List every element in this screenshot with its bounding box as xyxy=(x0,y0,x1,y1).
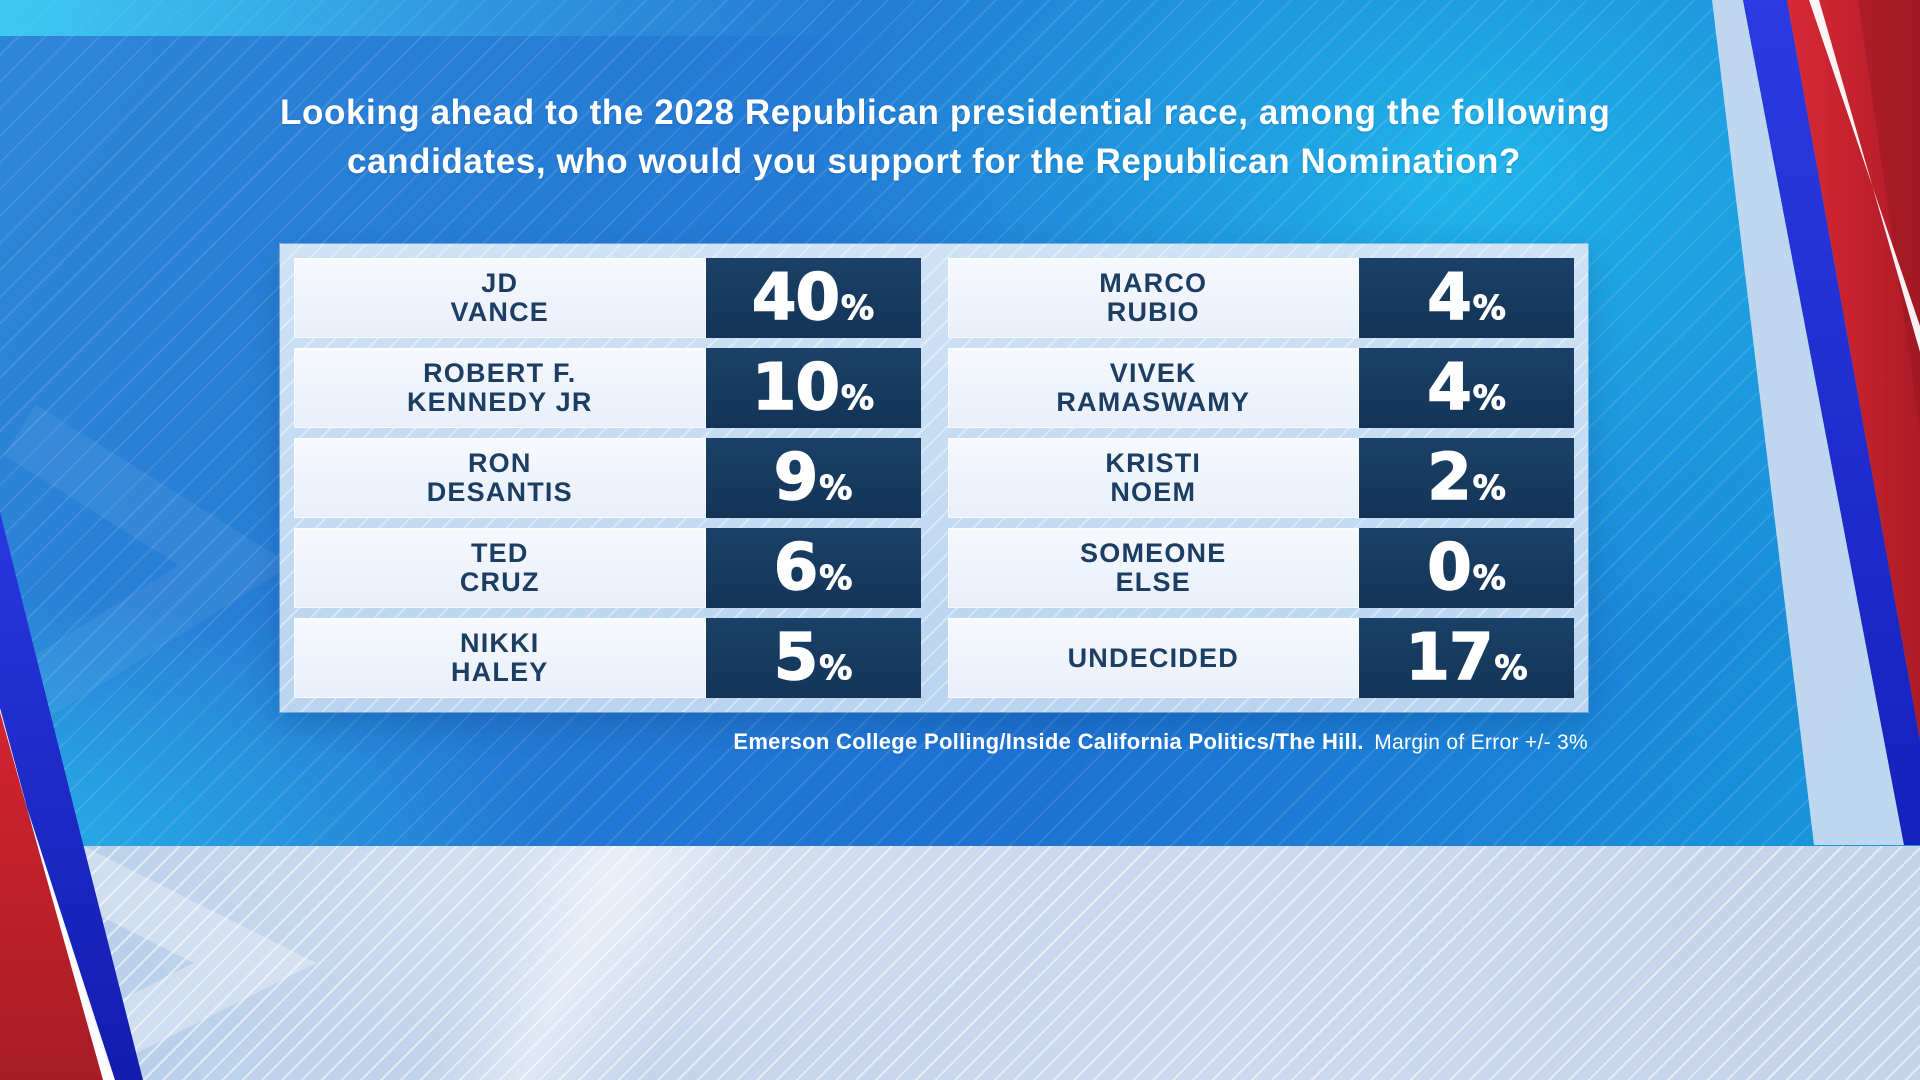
candidate-name-line1: NIKKI xyxy=(460,628,540,658)
lower-band-stripes xyxy=(0,846,1920,1080)
cyan-boundary-glow xyxy=(0,0,1100,36)
percentage-number: 0 xyxy=(1426,530,1472,606)
candidate-name-line1: TED xyxy=(470,538,529,568)
percent-sign: % xyxy=(819,558,853,598)
candidate-name-cell: RON DESANTIS xyxy=(294,438,706,518)
title-line-2: candidates, who would you support for th… xyxy=(347,142,1521,181)
poll-row-right-0: MARCO RUBIO 4% xyxy=(947,258,1574,338)
candidate-name-line1: VIVEK xyxy=(1109,358,1197,388)
percentage-number: 5 xyxy=(773,620,819,696)
candidate-name-line2: CRUZ xyxy=(459,567,540,597)
candidate-name-cell: SOMEONE ELSE xyxy=(947,528,1359,608)
candidate-percentage-cell: 0% xyxy=(1359,528,1574,608)
candidate-name-cell: KRISTI NOEM xyxy=(947,438,1359,518)
percentage-number: 40 xyxy=(751,260,841,336)
candidate-percentage-cell: 17% xyxy=(1359,618,1574,698)
candidate-percentage-cell: 4% xyxy=(1359,348,1574,428)
percent-sign: % xyxy=(1472,378,1506,418)
poll-row-right-4: UNDECIDED 17% xyxy=(947,618,1574,698)
poll-grid: JD VANCE 40% MARCO RUBIO 4% ROBERT F. KENNEDY J… xyxy=(294,258,1574,698)
candidate-name-line1: KRISTI xyxy=(1105,448,1202,478)
percentage-number: 2 xyxy=(1426,440,1472,516)
title-line-1: Looking ahead to the 2028 Republican pre… xyxy=(280,93,1611,132)
poll-row-left-1: ROBERT F. KENNEDY JR 10% xyxy=(294,348,921,428)
candidate-name-line2: NOEM xyxy=(1110,477,1197,507)
candidate-name-line1: MARCO xyxy=(1099,268,1208,298)
percentage-number: 10 xyxy=(751,350,841,426)
candidate-name-line2: VANCE xyxy=(450,297,549,327)
percent-sign: % xyxy=(1472,468,1506,508)
candidate-name-cell: MARCO RUBIO xyxy=(947,258,1359,338)
poll-row-right-2: KRISTI NOEM 2% xyxy=(947,438,1574,518)
poll-question-title: Looking ahead to the 2028 Republican pre… xyxy=(280,88,1611,186)
margin-of-error-note: Margin of Error +/- 3% xyxy=(1374,731,1588,754)
candidate-name-line1: JD xyxy=(481,268,519,298)
candidate-name-cell: NIKKI HALEY xyxy=(294,618,706,698)
candidate-name-line1: UNDECIDED xyxy=(1067,642,1239,673)
percent-sign: % xyxy=(819,648,853,688)
candidate-percentage-cell: 4% xyxy=(1359,258,1574,338)
percentage-number: 9 xyxy=(773,440,819,516)
candidate-name-line2: KENNEDY JR xyxy=(406,387,593,417)
candidate-name-cell: ROBERT F. KENNEDY JR xyxy=(294,348,706,428)
candidate-name-cell: TED CRUZ xyxy=(294,528,706,608)
percentage-number: 17 xyxy=(1405,620,1495,696)
candidate-name-cell: VIVEK RAMASWAMY xyxy=(947,348,1359,428)
poll-row-left-0: JD VANCE 40% xyxy=(294,258,921,338)
candidate-percentage-cell: 6% xyxy=(705,528,921,608)
percent-sign: % xyxy=(1494,648,1528,688)
percentage-number: 4 xyxy=(1426,260,1472,336)
percent-sign: % xyxy=(840,288,875,328)
candidate-name-line2: DESANTIS xyxy=(426,477,573,507)
percent-sign: % xyxy=(840,378,875,418)
candidate-name-line1: ROBERT F. xyxy=(423,358,577,388)
candidate-name-cell: UNDECIDED xyxy=(947,618,1359,698)
percentage-number: 4 xyxy=(1426,350,1472,426)
candidate-percentage-cell: 10% xyxy=(705,348,921,428)
candidate-name-line2: RUBIO xyxy=(1106,297,1200,327)
poll-row-left-2: RON DESANTIS 9% xyxy=(294,438,921,518)
source-attribution: Emerson College Polling/Inside Californi… xyxy=(280,729,1588,755)
poll-row-right-3: SOMEONE ELSE 0% xyxy=(947,528,1574,608)
candidate-name-line2: HALEY xyxy=(450,657,549,687)
percentage-number: 6 xyxy=(773,530,819,606)
poll-row-right-1: VIVEK RAMASWAMY 4% xyxy=(947,348,1574,428)
poll-results-table: JD VANCE 40% MARCO RUBIO 4% ROBERT F. KENNEDY J… xyxy=(280,244,1588,712)
percent-sign: % xyxy=(1472,288,1506,328)
candidate-percentage-cell: 5% xyxy=(705,618,921,698)
candidate-percentage-cell: 40% xyxy=(705,258,921,338)
candidate-name-line2: ELSE xyxy=(1115,567,1191,597)
percent-sign: % xyxy=(819,468,853,508)
candidate-name-line1: SOMEONE xyxy=(1080,538,1227,568)
candidate-percentage-cell: 2% xyxy=(1359,438,1574,518)
lower-silver-band xyxy=(0,846,1920,1080)
percent-sign: % xyxy=(1472,558,1506,598)
candidate-name-cell: JD VANCE xyxy=(294,258,706,338)
candidate-percentage-cell: 9% xyxy=(705,438,921,518)
lower-band-light-beam xyxy=(0,846,1920,1080)
source-organizations: Emerson College Polling/Inside Californi… xyxy=(733,729,1364,754)
poll-row-left-4: NIKKI HALEY 5% xyxy=(294,618,921,698)
poll-row-left-3: TED CRUZ 6% xyxy=(294,528,921,608)
candidate-name-line1: RON xyxy=(467,448,532,478)
candidate-name-line2: RAMASWAMY xyxy=(1056,387,1251,417)
